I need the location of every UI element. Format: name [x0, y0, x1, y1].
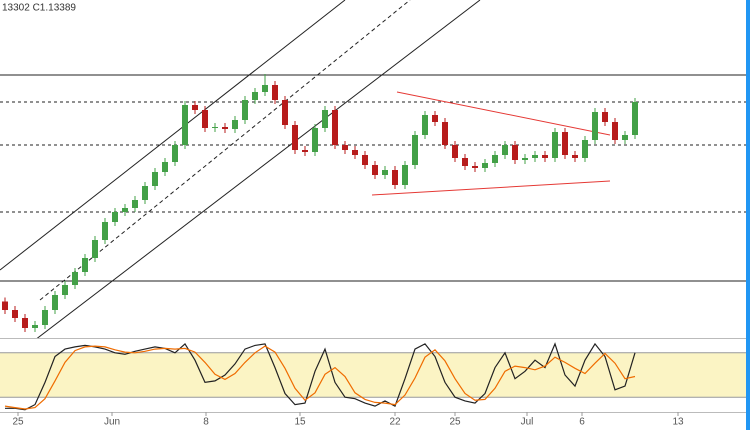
candle-body: [492, 155, 498, 163]
candle-body: [312, 128, 318, 152]
trend-line: [36, 0, 481, 338]
candle-body: [322, 110, 328, 128]
candle-body: [112, 212, 118, 222]
candle-body: [552, 132, 558, 158]
trend-line: [396, 91, 611, 136]
candle-body: [462, 158, 468, 166]
x-tick-label: 6: [579, 417, 585, 428]
candle-body: [582, 140, 588, 158]
candle-body: [452, 145, 458, 158]
candle-body: [572, 155, 578, 158]
x-tick-label: Jun: [104, 417, 120, 428]
candle-body: [172, 145, 178, 162]
candle-body: [332, 110, 338, 145]
candle-body: [42, 310, 48, 325]
candle-body: [152, 172, 158, 186]
candle-body: [562, 132, 568, 155]
candle-body: [242, 100, 248, 120]
candle-body: [542, 155, 548, 158]
candle-body: [282, 100, 288, 125]
candle-body: [512, 145, 518, 160]
candle-body: [362, 155, 368, 165]
x-tick-label: 22: [389, 417, 401, 428]
candle-body: [22, 318, 28, 328]
candle-body: [292, 125, 298, 150]
candle-body: [412, 135, 418, 165]
candle-body: [612, 122, 618, 140]
x-tick-label: 8: [203, 417, 209, 428]
candle-body: [92, 240, 98, 258]
price-pane: [0, 0, 750, 338]
candle-body: [302, 150, 308, 152]
x-tick-label: 25: [449, 417, 461, 428]
candle-body: [252, 92, 258, 100]
candle-body: [272, 85, 278, 100]
header-text: 13302 C1.13389: [2, 3, 76, 14]
x-tick-label: 13: [672, 417, 684, 428]
candle-body: [482, 163, 488, 168]
oscillator-pane: [0, 342, 750, 411]
candle-body: [132, 200, 138, 208]
candle-body: [162, 162, 168, 172]
x-tick-label: 25: [12, 417, 24, 428]
candle-body: [262, 85, 268, 92]
candle-body: [192, 105, 198, 110]
candle-body: [32, 325, 38, 328]
candle-body: [212, 127, 218, 128]
candle-body: [102, 222, 108, 240]
candle-body: [632, 102, 638, 135]
candle-body: [182, 105, 188, 145]
candle-body: [442, 122, 448, 145]
trend-line: [39, 0, 411, 301]
candle-body: [382, 170, 388, 175]
candle-body: [222, 127, 228, 129]
candle-body: [342, 145, 348, 150]
candle-body: [602, 112, 608, 122]
x-tick-label: Jul: [521, 417, 534, 428]
oscillator-band: [0, 352, 750, 398]
candle-body: [372, 165, 378, 175]
candle-body: [82, 258, 88, 272]
oscillator-line: [4, 345, 636, 410]
frame-edge: [746, 0, 750, 430]
x-axis: 25 Jun 8 15 22 25 Jul 6 13: [12, 412, 684, 428]
candle-body: [522, 158, 528, 160]
candle-body: [2, 301, 8, 310]
candle-body: [502, 145, 508, 155]
candle-body: [12, 310, 18, 318]
candle-body: [52, 295, 58, 310]
candle-body: [352, 150, 358, 155]
candle-body: [122, 208, 128, 212]
trend-line: [0, 0, 346, 271]
candle-body: [432, 115, 438, 122]
candle-body: [472, 166, 478, 168]
x-tick-label: 15: [294, 417, 306, 428]
candle-body: [532, 155, 538, 158]
candle-body: [62, 285, 68, 295]
candle-body: [72, 272, 78, 285]
trend-line: [371, 180, 611, 196]
candle-body: [422, 115, 428, 135]
candle-body: [232, 120, 238, 129]
candle-body: [622, 135, 628, 140]
candle-body: [402, 165, 408, 185]
candle-body: [592, 112, 598, 140]
candle-body: [142, 186, 148, 200]
candle-body: [392, 170, 398, 185]
candle-body: [202, 110, 208, 128]
oscillator-line: [5, 342, 636, 411]
